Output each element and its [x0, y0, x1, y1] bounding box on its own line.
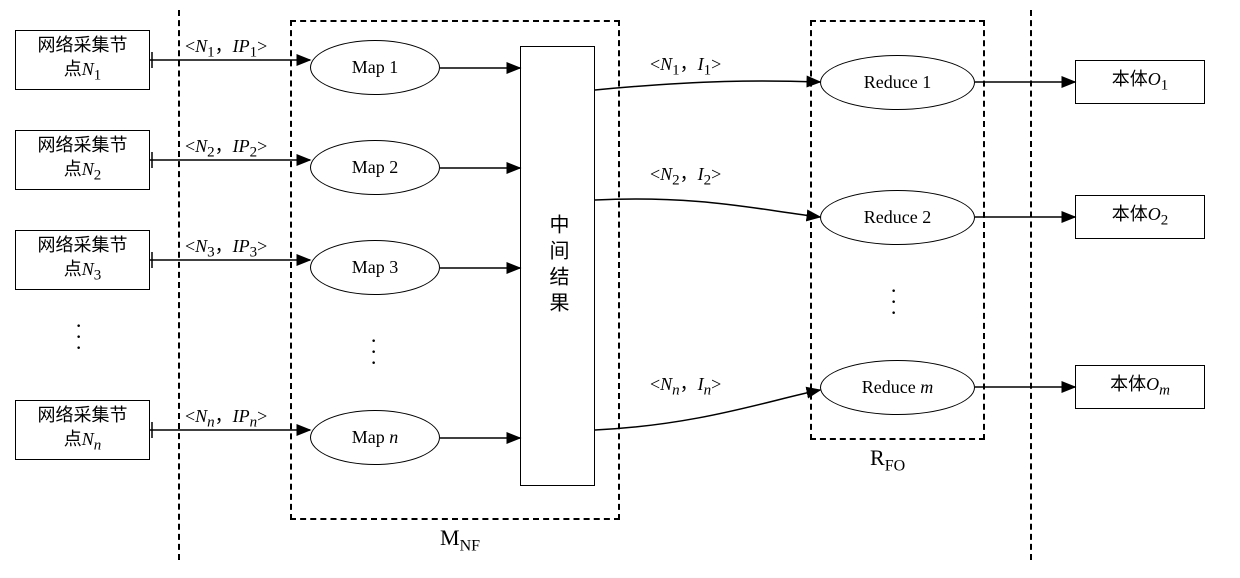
output-node-1: 本体O1 [1075, 60, 1205, 104]
source-node-1: 网络采集节点N1 [15, 30, 150, 90]
diagram-stage: 网络采集节点N1 网络采集节点N2 网络采集节点N3 网络采集节点Nn ··· … [0, 0, 1240, 578]
map-group-label: MNF [440, 525, 480, 555]
map-node-3: Map 3 [310, 240, 440, 295]
arrows-layer [0, 0, 1240, 578]
output-node-2-text: 本体O2 [1112, 203, 1169, 231]
separator-left [178, 10, 180, 560]
map-node-3-label: Map 3 [352, 257, 399, 278]
source-node-2-text: 网络采集节点N2 [38, 134, 128, 185]
edge-label-in-1: <N1，IP1> [185, 32, 267, 62]
output-node-m: 本体Om [1075, 365, 1205, 409]
edge-label-in-3: <N3，IP3> [185, 232, 267, 262]
reduce-group-label: RFO [870, 445, 905, 475]
source-vdots: ··· [75, 320, 82, 353]
intermediate-box: 中间结果 [520, 46, 595, 486]
reduce-node-2: Reduce 2 [820, 190, 975, 245]
output-node-m-text: 本体Om [1110, 373, 1170, 401]
map-node-n: Map n [310, 410, 440, 465]
separator-right [1030, 10, 1032, 560]
map-node-n-label: Map n [352, 427, 399, 448]
source-node-n-text: 网络采集节点Nn [38, 404, 128, 455]
reduce-node-1-label: Reduce 1 [864, 72, 931, 93]
output-node-2: 本体O2 [1075, 195, 1205, 239]
intermediate-label: 中间结果 [543, 214, 572, 318]
source-node-3: 网络采集节点N3 [15, 230, 150, 290]
edge-label-mid-n: <Nn，In> [650, 370, 721, 400]
source-node-2: 网络采集节点N2 [15, 130, 150, 190]
source-node-1-text: 网络采集节点N1 [38, 34, 128, 85]
reduce-node-2-label: Reduce 2 [864, 207, 931, 228]
edge-label-mid-1: <N1，I1> [650, 50, 721, 80]
edge-label-mid-2: <N2，I2> [650, 160, 721, 190]
output-node-1-text: 本体O1 [1112, 68, 1169, 96]
source-node-n: 网络采集节点Nn [15, 400, 150, 460]
map-node-1: Map 1 [310, 40, 440, 95]
source-node-3-text: 网络采集节点N3 [38, 234, 128, 285]
edge-label-in-n: <Nn，IPn> [185, 402, 267, 432]
map-node-2-label: Map 2 [352, 157, 399, 178]
edge-label-in-2: <N2，IP2> [185, 132, 267, 162]
reduce-node-m-label: Reduce m [862, 377, 933, 398]
map-node-2: Map 2 [310, 140, 440, 195]
reduce-node-1: Reduce 1 [820, 55, 975, 110]
map-node-1-label: Map 1 [352, 57, 399, 78]
reduce-vdots: ··· [890, 285, 897, 318]
reduce-node-m: Reduce m [820, 360, 975, 415]
map-vdots: ··· [370, 335, 377, 368]
